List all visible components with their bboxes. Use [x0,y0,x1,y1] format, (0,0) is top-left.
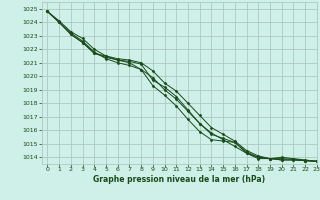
X-axis label: Graphe pression niveau de la mer (hPa): Graphe pression niveau de la mer (hPa) [93,175,265,184]
